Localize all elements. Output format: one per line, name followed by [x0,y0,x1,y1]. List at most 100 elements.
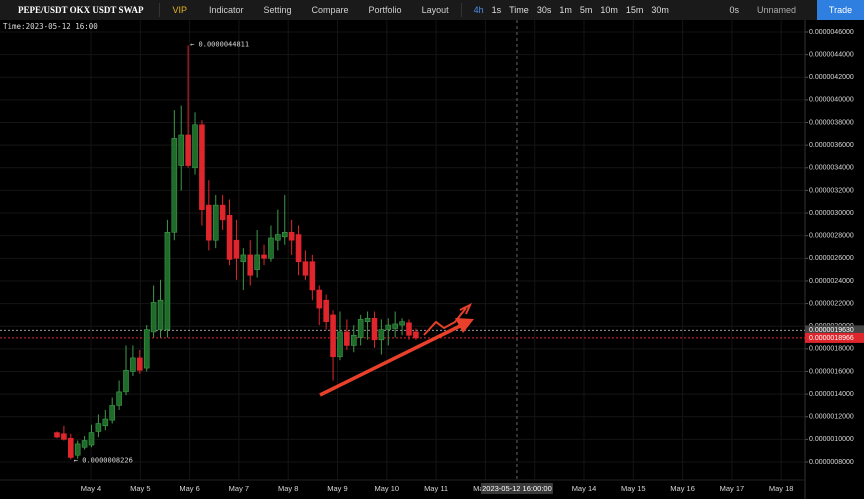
candle-body [281,231,288,238]
candle-body [212,204,219,241]
x-tick-label: May 9 [327,484,347,493]
y-tick-label: 0.0000034000 [809,165,854,172]
setting[interactable]: Setting [263,5,292,15]
candle-body [219,204,226,221]
y-tick-label: 0.0000030000 [809,210,854,217]
candle-body [378,329,385,341]
high-label: ← 0.0000044811 [190,40,249,48]
candle-body [137,357,143,371]
y-tick-label: 0.0000012000 [809,414,854,421]
interval[interactable]: 5m [579,5,593,15]
candle-body [254,254,260,270]
x-tick-label: May 17 [720,484,745,493]
y-tick-label: 0.0000044000 [809,51,854,58]
candle-body [275,234,281,241]
candle-body [67,437,74,458]
plot-background [0,20,805,499]
candle-body [130,357,136,372]
candle-body [309,261,316,291]
y-tick-label: 0.0000026000 [809,255,854,262]
candle-body [61,433,67,440]
candle-body [268,237,274,259]
interval[interactable]: 15m [625,5,644,15]
layout[interactable]: Layout [421,5,449,15]
candle-body [364,317,371,322]
interval[interactable]: 1s [491,5,502,15]
interval[interactable]: 1m [559,5,572,15]
candle-body [157,299,164,330]
candle-body [206,204,212,241]
symbol[interactable]: PEPE/USDT OKX USDT SWAP [18,5,144,15]
y-tick-label: 0.0000022000 [809,300,854,307]
candle-body [233,239,240,259]
candle-body [74,443,81,456]
interval[interactable]: 30s [536,5,552,15]
interval[interactable]: 30m [651,5,669,15]
annotation-arrowhead [455,318,474,333]
y-tick-label: 0.0000008000 [809,459,854,466]
price-label: 0.0000019630 [809,327,854,334]
x-tick-label: May 5 [130,484,150,493]
candle-body [350,334,357,346]
y-tick-label: 0.0000010000 [809,436,854,443]
candle-body [81,440,88,448]
price-label: 0.0000018966 [809,335,854,342]
candle-body [54,432,60,438]
candle-body [88,432,95,446]
y-tick-label: 0.0000016000 [809,368,854,375]
candle-body [240,254,247,263]
y-tick-label: 0.0000036000 [809,142,854,149]
candle-body [288,231,295,241]
vip[interactable]: VIP [172,5,187,15]
candle-body [406,322,412,336]
x-tick-label: May 10 [374,484,399,493]
y-tick-label: 0.0000028000 [809,233,854,240]
crosshair-tag [480,483,553,494]
price-tag [805,332,864,343]
candle-body [109,405,116,421]
compare[interactable]: Compare [311,5,349,15]
price-tag [805,325,864,336]
candle-body [357,319,364,338]
trade-button[interactable]: Trade [817,0,864,20]
y-tick-label: 0.0000032000 [809,187,854,194]
candle-body [392,323,398,329]
candle-body [413,331,419,339]
candle-body [344,331,350,346]
candle-body [385,324,392,330]
interval[interactable]: 10m [600,5,618,15]
y-tick-label: 0.0000024000 [809,278,854,285]
candle-body [192,124,198,169]
y-tick-label: 0.0000014000 [809,391,854,398]
candle-body [185,134,191,166]
annotation-arrow [319,323,463,397]
separator [460,3,462,17]
candle-body [226,215,233,260]
x-tick-label: May 6 [179,484,199,493]
indicator[interactable]: Indicator [208,5,244,15]
layout-name[interactable]: Unnamed [756,5,796,15]
x-tick-label: May 18 [769,484,794,493]
candle-body [102,418,109,427]
interval[interactable]: 4h [473,5,484,15]
candle-body [199,124,205,210]
annotation-arrowhead [459,302,473,315]
low-label: ← 0.0000008226 [74,456,133,464]
candle-body [116,391,122,406]
crosshair-label: 2023-05-12 16:00:00 [482,484,552,493]
y-tick-label: 0.0000018000 [809,346,854,353]
candle-body [150,302,157,333]
y-tick-label: 0.0000038000 [809,119,854,126]
candle-body [143,329,150,369]
portfolio[interactable]: Portfolio [368,5,402,15]
candle-body [330,314,336,358]
candle-body [316,289,323,309]
candle-body [261,254,267,259]
candle-body [123,370,129,393]
toolbar: PEPE/USDT OKX USDT SWAP VIP Indicator Se… [0,0,864,20]
interval[interactable]: Time [509,5,529,15]
info: Time:2023-05-12 16:00 [3,22,98,31]
intervals: 4h 1s Time 30s 1m 5m 10m 15m 30m [468,5,673,15]
annotation-zigzag [423,307,467,336]
